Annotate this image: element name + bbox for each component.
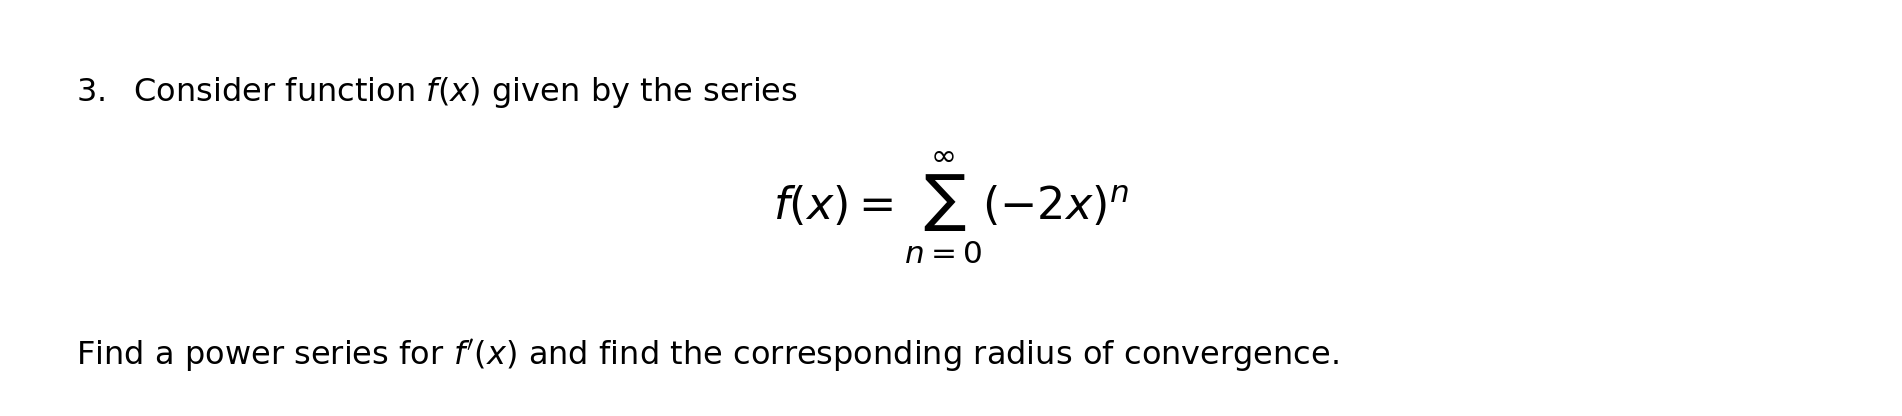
Text: $\mathrm{3.\ \ Consider\ function\ }f(x)\mathrm{\ given\ by\ the\ series}$: $\mathrm{3.\ \ Consider\ function\ }f(x)…	[76, 75, 797, 110]
Text: $f(x) = \sum_{n=0}^{\infty}(-2x)^n$: $f(x) = \sum_{n=0}^{\infty}(-2x)^n$	[772, 150, 1130, 266]
Text: $\mathrm{Find\ a\ power\ series\ for\ }f'(x)\mathrm{\ and\ find\ the\ correspond: $\mathrm{Find\ a\ power\ series\ for\ }f…	[76, 338, 1339, 374]
